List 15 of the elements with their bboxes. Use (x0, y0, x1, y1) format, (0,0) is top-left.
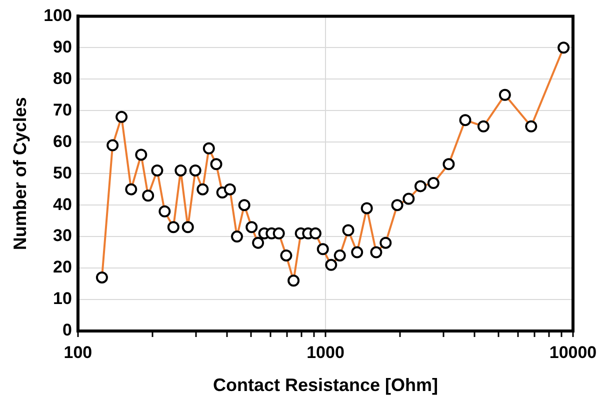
y-tick-label: 30 (53, 226, 72, 246)
y-tick-label: 0 (62, 320, 72, 340)
y-tick-label: 40 (53, 194, 72, 214)
y-tick-label: 70 (53, 100, 72, 120)
y-tick-label: 90 (53, 37, 72, 56)
x-axis-title: Contact Resistance [Ohm] (212, 375, 438, 396)
y-tick-label: 80 (53, 68, 72, 88)
x-tick-label: 1000 (306, 342, 344, 362)
y-tick-label: 10 (53, 289, 72, 308)
y-tick-label: 50 (53, 163, 72, 182)
y-axis-title: Number of Cycles (10, 97, 30, 250)
y-tick-label: 100 (44, 6, 72, 25)
y-tick-label: 60 (53, 132, 72, 151)
x-tick-label: 10000 (549, 342, 597, 362)
y-tick-label: 20 (53, 258, 72, 277)
